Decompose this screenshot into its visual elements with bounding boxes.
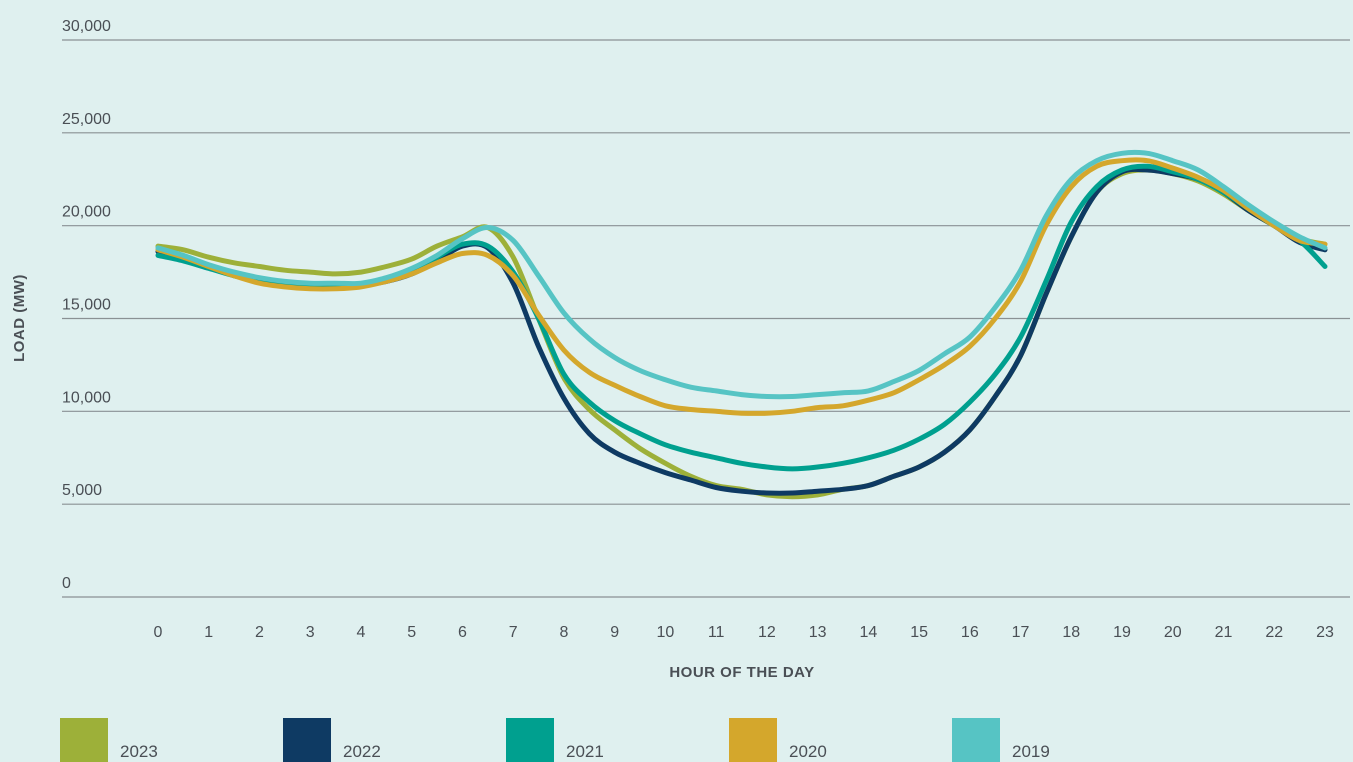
legend-label: 2021 xyxy=(566,742,604,761)
x-tick-label: 19 xyxy=(1113,624,1131,641)
legend-swatch xyxy=(60,718,108,762)
y-tick-label: 15,000 xyxy=(62,297,111,314)
x-tick-label: 15 xyxy=(910,624,928,641)
legend: 2023 2022 2021 2020 2019 xyxy=(60,718,1310,762)
x-tick-label: 13 xyxy=(809,624,827,641)
x-tick-label: 17 xyxy=(1012,624,1030,641)
y-tick-label: 30,000 xyxy=(62,18,111,35)
legend-swatch xyxy=(506,718,554,762)
x-tick-label: 16 xyxy=(961,624,979,641)
x-tick-label: 20 xyxy=(1164,624,1182,641)
x-tick-label: 3 xyxy=(306,624,315,641)
x-tick-label: 23 xyxy=(1316,624,1334,641)
y-tick-label: 5,000 xyxy=(62,482,102,499)
series-line-2021 xyxy=(155,163,1328,472)
gridlines xyxy=(62,39,1350,598)
y-tick-label: 10,000 xyxy=(62,389,111,406)
x-tick-labels: 0 1 2 3 4 5 6 7 8 9 10 11 12 13 14 15 16 17 18 19 20 21 22 23 xyxy=(154,624,1334,641)
legend-label: 2019 xyxy=(1012,742,1050,761)
y-tick-labels: 0 5,000 10,000 15,000 20,000 25,000 30,000 xyxy=(62,18,111,592)
x-tick-label: 4 xyxy=(357,624,366,641)
x-tick-label: 8 xyxy=(559,624,568,641)
x-tick-label: 7 xyxy=(509,624,518,641)
x-tick-label: 6 xyxy=(458,624,467,641)
x-axis-title: HOUR OF THE DAY xyxy=(669,664,814,681)
legend-label: 2023 xyxy=(120,742,158,761)
legend-swatch xyxy=(729,718,777,762)
legend-swatch xyxy=(283,718,331,762)
x-tick-label: 2 xyxy=(255,624,264,641)
x-tick-label: 18 xyxy=(1062,624,1080,641)
series-line-2022 xyxy=(155,166,1328,496)
x-tick-label: 0 xyxy=(154,624,163,641)
x-tick-label: 9 xyxy=(610,624,619,641)
y-axis-title: LOAD (MW) xyxy=(11,274,28,362)
x-tick-label: 22 xyxy=(1265,624,1283,641)
x-tick-label: 14 xyxy=(859,624,877,641)
x-tick-label: 11 xyxy=(708,624,725,641)
y-tick-label: 25,000 xyxy=(62,111,111,128)
x-tick-label: 5 xyxy=(407,624,416,641)
series-line-2019 xyxy=(155,149,1328,400)
y-tick-label: 0 xyxy=(62,575,71,592)
x-tick-label: 12 xyxy=(758,624,776,641)
legend-swatch xyxy=(952,718,1000,762)
series-line-2020 xyxy=(155,157,1328,416)
series-line-2023 xyxy=(155,167,1328,500)
y-tick-label: 20,000 xyxy=(62,204,111,221)
x-tick-label: 21 xyxy=(1215,624,1233,641)
legend-label: 2022 xyxy=(343,742,381,761)
x-tick-label: 10 xyxy=(656,624,674,641)
x-tick-label: 1 xyxy=(204,624,213,641)
legend-label: 2020 xyxy=(789,742,827,761)
series-lines xyxy=(155,149,1328,500)
